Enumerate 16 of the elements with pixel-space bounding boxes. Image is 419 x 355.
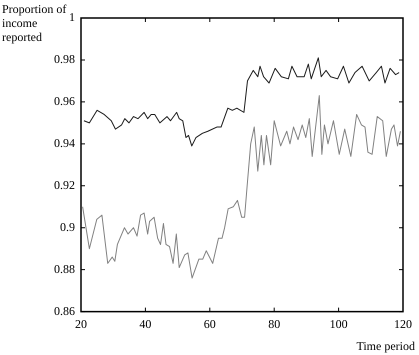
y-tick-label: 0.98: [54, 52, 75, 66]
y-tick-label: 0.94: [54, 136, 75, 150]
x-tick-label: 80: [268, 316, 280, 331]
x-axis-title: Time period: [356, 339, 415, 354]
y-tick-label: 0.96: [54, 94, 75, 108]
y-tick-label: 0.92: [54, 178, 75, 192]
y-tick-label: 0.9: [60, 220, 75, 234]
x-tick-label: 60: [204, 316, 216, 331]
x-tick-label: 120: [394, 316, 412, 331]
y-axis-title: Proportion of income reported: [2, 2, 66, 44]
y-tick-label: 0.88: [54, 262, 75, 276]
y-tick-label: 0.86: [54, 304, 75, 318]
x-tick-label: 20: [75, 316, 87, 331]
x-tick-label: 100: [330, 316, 348, 331]
y-tick-label: 1: [69, 10, 75, 24]
x-tick-label: 40: [139, 316, 152, 331]
